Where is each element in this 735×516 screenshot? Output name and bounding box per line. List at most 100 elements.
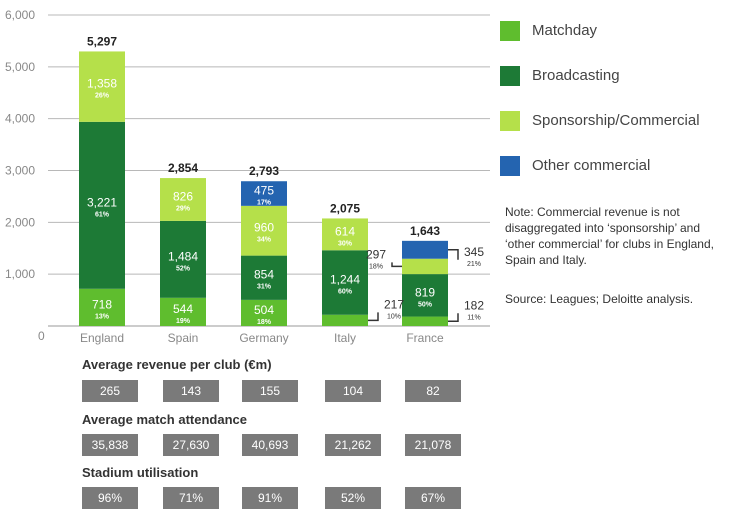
stat-row-attendance: 35,838 27,630 40,693 21,262 21,078 [0, 434, 735, 456]
pct-label-england-3: 26% [95, 93, 110, 100]
stat-value-2-0: 96% [82, 487, 138, 509]
callout-line-2 [448, 249, 459, 260]
stat-value-0-2: 155 [242, 380, 298, 402]
total-label-germany: 2,793 [249, 164, 279, 178]
legend-item-sponsorship: Sponsorship/Commercial [500, 98, 730, 143]
y-tick-label-5: 5,000 [5, 60, 35, 74]
callout-line-1 [391, 262, 402, 268]
callout-value-3: 182 [464, 298, 484, 312]
stat-value-0-4: 82 [405, 380, 461, 402]
stat-value-0-0: 265 [82, 380, 138, 402]
stat-title-revenue: Average revenue per club (€m) [82, 357, 272, 372]
legend-item-broadcasting: Broadcasting [500, 53, 730, 98]
pct-label-england-1: 13% [95, 313, 110, 320]
callout-value-1: 297 [366, 247, 386, 261]
bar-france-1 [402, 316, 448, 326]
legend: Matchday Broadcasting Sponsorship/Commer… [500, 8, 730, 188]
y-tick-label-0: 0 [38, 329, 45, 343]
bar-france-3 [402, 258, 448, 275]
pct-label-germany-3: 34% [257, 237, 272, 244]
data-label-spain-2: 1,484 [168, 249, 198, 263]
pct-label-england-2: 61% [95, 211, 110, 218]
stat-value-2-4: 67% [405, 487, 461, 509]
pct-label-italy-3: 30% [338, 240, 353, 247]
legend-label-other-commercial: Other commercial [532, 157, 651, 174]
data-label-england-2: 3,221 [87, 195, 117, 209]
legend-item-other-commercial: Other commercial [500, 143, 730, 188]
bar-germany-4 [241, 181, 287, 206]
stat-value-2-1: 71% [163, 487, 219, 509]
stat-value-1-2: 40,693 [242, 434, 298, 456]
y-tick-label-6: 6,000 [5, 8, 35, 22]
data-label-france-2: 819 [415, 285, 435, 299]
legend-item-matchday: Matchday [500, 8, 730, 53]
legend-swatch-other-commercial [500, 155, 520, 176]
bar-france-4 [402, 240, 448, 259]
total-label-england: 5,297 [87, 34, 117, 48]
x-tick-label-spain: Spain [168, 331, 199, 345]
total-label-italy: 2,075 [330, 201, 360, 215]
data-label-spain-1: 544 [173, 302, 193, 316]
stat-row-utilisation: 96% 71% 91% 52% 67% [0, 487, 735, 509]
bar-germany-3 [241, 205, 287, 256]
x-tick-label-england: England [80, 331, 124, 345]
data-label-germany-1: 504 [254, 303, 274, 317]
legend-swatch-sponsorship [500, 110, 520, 131]
y-tick-label-2: 2,000 [5, 215, 35, 229]
data-label-germany-2: 854 [254, 268, 274, 282]
data-label-spain-3: 826 [173, 189, 193, 203]
pct-label-germany-4: 17% [257, 200, 272, 207]
stacked-bar-chart: 0 1,000 2,000 3,000 4,000 5,000 6,000 718 13% 3,2… [5, 8, 490, 345]
bar-spain-2 [160, 220, 206, 298]
legend-swatch-matchday [500, 20, 520, 41]
callout-value-0: 217 [384, 297, 404, 311]
callout-line-3 [448, 313, 459, 323]
stat-title-utilisation: Stadium utilisation [82, 465, 199, 480]
legend-label-sponsorship: Sponsorship/Commercial [532, 112, 700, 129]
legend-swatch-broadcasting [500, 65, 520, 86]
data-label-germany-4: 475 [254, 184, 274, 198]
bar-spain-1 [160, 297, 206, 326]
data-label-italy-2: 1,244 [330, 273, 360, 287]
callout-pct-3: 11% [467, 314, 481, 321]
total-label-france: 1,643 [410, 224, 440, 238]
stat-title-attendance: Average match attendance [82, 412, 247, 427]
data-label-italy-3: 614 [335, 224, 355, 238]
callout-pct-2: 21% [467, 261, 481, 268]
source-text: Source: Leagues; Deloitte analysis. [505, 292, 694, 306]
pct-label-spain-2: 52% [176, 265, 191, 272]
bar-england-3 [79, 51, 125, 122]
bar-germany-1 [241, 299, 287, 326]
bar-germany-2 [241, 255, 287, 300]
legend-label-broadcasting: Broadcasting [532, 67, 620, 84]
stat-value-2-3: 52% [325, 487, 381, 509]
x-tick-label-germany: Germany [239, 331, 288, 345]
stat-value-1-0: 35,838 [82, 434, 138, 456]
x-tick-label-italy: Italy [334, 331, 356, 345]
bar-england-2 [79, 121, 125, 289]
callout-pct-0: 10% [387, 313, 401, 320]
x-tick-label-france: France [406, 331, 444, 345]
y-tick-label-3: 3,000 [5, 164, 35, 178]
stat-value-0-3: 104 [325, 380, 381, 402]
stat-value-2-2: 91% [242, 487, 298, 509]
note-text: Note: Commercial revenue is not disaggre… [505, 205, 714, 267]
bar-france-2 [402, 274, 448, 317]
data-label-germany-3: 960 [254, 221, 274, 235]
bar-spain-3 [160, 178, 206, 221]
data-label-england-3: 1,358 [87, 77, 117, 91]
pct-label-germany-1: 18% [257, 319, 272, 326]
callout-value-2: 345 [464, 245, 484, 259]
total-label-spain: 2,854 [168, 161, 198, 175]
pct-label-italy-2: 60% [338, 289, 353, 296]
callout-pct-1: 18% [369, 263, 383, 270]
pct-label-germany-2: 31% [257, 284, 272, 291]
pct-label-spain-3: 29% [176, 205, 191, 212]
legend-label-matchday: Matchday [532, 22, 598, 39]
stat-value-1-1: 27,630 [163, 434, 219, 456]
stat-value-1-4: 21,078 [405, 434, 461, 456]
bar-italy-1 [322, 314, 368, 326]
stat-value-0-1: 143 [163, 380, 219, 402]
pct-label-france-2: 50% [418, 301, 433, 308]
bar-england-1 [79, 288, 125, 326]
